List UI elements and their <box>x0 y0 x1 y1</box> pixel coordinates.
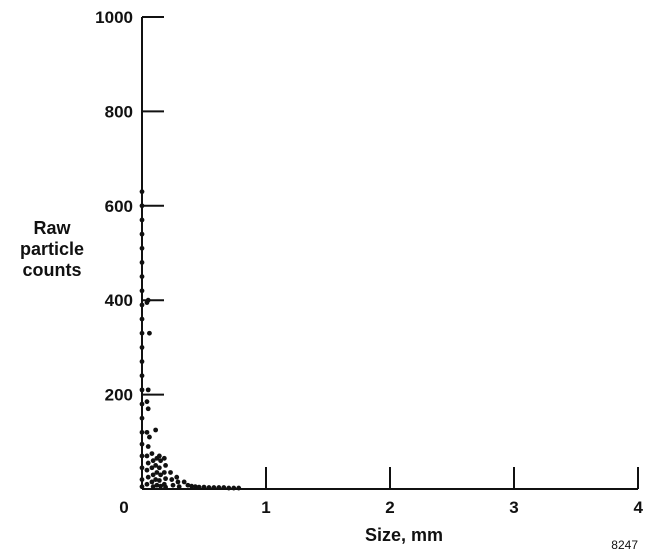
data-point <box>139 465 145 471</box>
data-point <box>161 455 167 461</box>
figure-number: 8247 <box>611 538 638 552</box>
data-point <box>168 470 173 475</box>
data-point <box>192 484 198 490</box>
data-point <box>150 458 156 464</box>
data-point <box>175 479 181 485</box>
data-point <box>176 484 182 490</box>
data-point <box>156 465 162 471</box>
y-axis-label-line-2: particle <box>20 239 84 259</box>
data-point <box>139 288 145 294</box>
data-point <box>201 484 207 490</box>
data-point <box>153 427 159 433</box>
data-point <box>139 441 145 447</box>
data-point <box>144 467 150 473</box>
data-point <box>139 330 145 336</box>
y-tick-label: 400 <box>105 291 133 310</box>
y-tick-label: 1000 <box>95 8 133 27</box>
data-point <box>139 274 145 279</box>
data-point <box>139 359 145 364</box>
data-point <box>145 297 151 303</box>
data-point <box>158 472 164 478</box>
data-point <box>144 481 150 487</box>
data-point <box>147 330 152 336</box>
data-point <box>154 470 160 475</box>
x-axis-label: Size, mm <box>365 525 443 545</box>
data-point <box>139 484 145 490</box>
data-point <box>206 485 212 490</box>
data-point <box>150 484 156 490</box>
data-point <box>145 387 151 393</box>
data-point <box>154 482 160 488</box>
y-axis-label-line-3: counts <box>22 260 81 280</box>
data-point <box>145 474 151 480</box>
data-point <box>231 485 237 491</box>
data-point <box>147 434 152 440</box>
data-point <box>236 485 242 491</box>
data-point <box>139 316 145 322</box>
data-point <box>216 485 222 490</box>
data-points <box>139 189 242 491</box>
data-point <box>144 399 150 405</box>
data-point <box>139 231 145 237</box>
data-point <box>145 406 151 412</box>
data-point <box>139 373 145 379</box>
x-tick-label: 2 <box>385 498 394 517</box>
x-tick-label: 3 <box>509 498 518 517</box>
y-tick-label: 600 <box>105 197 133 216</box>
data-point <box>189 483 195 489</box>
data-point <box>149 479 155 485</box>
data-point <box>163 476 168 482</box>
data-point <box>161 470 167 475</box>
y-axis-label-line-1: Raw <box>33 218 71 238</box>
data-point <box>226 485 232 491</box>
data-point <box>170 482 176 488</box>
data-point <box>139 302 145 308</box>
data-point <box>158 483 164 489</box>
data-point <box>139 260 145 265</box>
data-point <box>139 245 145 251</box>
data-point <box>144 453 150 459</box>
data-point <box>139 217 145 223</box>
data-point <box>139 453 145 459</box>
y-tick-label: 200 <box>105 386 133 405</box>
data-point <box>139 345 145 350</box>
x-axis-ticks: 0 1 2 3 4 <box>119 467 644 517</box>
data-point <box>145 460 151 466</box>
data-point <box>163 463 168 468</box>
data-point <box>139 415 145 421</box>
data-point <box>149 465 155 471</box>
data-point <box>145 444 151 449</box>
data-point <box>196 484 202 490</box>
data-point <box>139 189 145 195</box>
data-point <box>139 203 145 209</box>
x-tick-label: 0 <box>119 498 128 517</box>
data-point <box>211 485 217 490</box>
data-point <box>139 429 145 435</box>
data-point <box>156 478 162 483</box>
y-tick-label: 800 <box>105 102 133 121</box>
x-tick-label: 1 <box>261 498 270 517</box>
data-point <box>139 387 145 393</box>
data-point <box>153 477 159 482</box>
data-point <box>174 474 180 480</box>
data-point <box>156 453 162 459</box>
data-point <box>221 485 227 490</box>
data-point <box>163 484 168 490</box>
data-point <box>158 458 164 464</box>
data-point <box>185 482 191 488</box>
data-point <box>169 477 175 482</box>
y-axis-ticks: 200 400 600 800 1000 <box>95 8 164 405</box>
x-tick-label: 4 <box>634 498 644 517</box>
data-point <box>153 463 159 468</box>
data-point <box>149 451 155 456</box>
data-point <box>181 479 187 485</box>
data-point <box>150 472 156 478</box>
data-point <box>139 477 145 482</box>
data-point <box>139 401 145 407</box>
data-point <box>144 429 150 435</box>
axes <box>141 17 638 490</box>
